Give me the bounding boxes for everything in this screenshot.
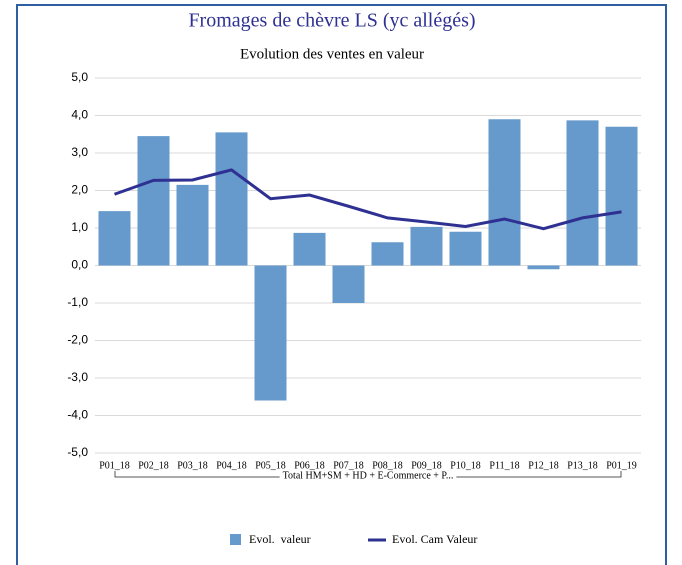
- legend-swatch: [230, 534, 241, 545]
- x-tick-label: P04_18: [216, 460, 247, 471]
- x-tick-label: P01_19: [606, 460, 637, 471]
- x-tick-label: P12_18: [528, 460, 559, 471]
- legend-label: Evol. Cam Valeur: [392, 532, 477, 546]
- x-tick-label: P01_18: [99, 460, 130, 471]
- bar: [605, 126, 638, 266]
- y-tick-label: -5,0: [67, 445, 88, 459]
- bar: [293, 232, 326, 266]
- line: [113, 168, 622, 231]
- y-tick-label: 2,0: [71, 183, 88, 197]
- x-tick-label: P05_18: [255, 460, 286, 471]
- x-tick-label: P03_18: [177, 460, 208, 471]
- bar: [332, 265, 365, 303]
- group-label-bg: [279, 470, 457, 482]
- y-tick-label: 5,0: [71, 70, 88, 84]
- bar: [215, 132, 248, 266]
- bar: [254, 265, 287, 401]
- group-label: Total HM+SM + HD + E-Commerce + P...: [283, 470, 454, 481]
- chart-subtitle: Evolution des ventes en valeur: [240, 46, 424, 62]
- y-tick-label: -3,0: [67, 370, 88, 384]
- bar: [566, 120, 599, 266]
- y-tick-label: -1,0: [67, 295, 88, 309]
- y-tick-label: -2,0: [67, 333, 88, 347]
- legend-label: Evol. valeur: [249, 532, 311, 546]
- bar: [176, 184, 209, 266]
- x-tick-label: P06_18: [294, 460, 325, 471]
- bar: [371, 242, 404, 266]
- y-tick-label: -4,0: [67, 408, 88, 422]
- x-tick-label: P08_18: [372, 460, 403, 471]
- bar: [449, 231, 482, 266]
- y-tick-label: 3,0: [71, 145, 88, 159]
- bar: [410, 226, 443, 266]
- bar: [98, 211, 131, 266]
- y-tick-label: 0,0: [71, 258, 88, 272]
- x-tick-label: P02_18: [138, 460, 169, 471]
- chart-title: Fromages de chèvre LS (yc allégés): [188, 10, 475, 32]
- y-tick-label: 4,0: [71, 108, 88, 122]
- bar: [488, 119, 521, 266]
- x-tick-label: P09_18: [411, 460, 442, 471]
- bar: [137, 136, 170, 266]
- y-tick-label: 1,0: [71, 220, 88, 234]
- bar: [527, 265, 560, 270]
- frame: [16, 4, 667, 565]
- x-tick-label: P10_18: [450, 460, 481, 471]
- x-tick-label: P07_18: [333, 460, 364, 471]
- x-tick-label: P11_18: [489, 460, 519, 471]
- x-tick-label: P13_18: [567, 460, 598, 471]
